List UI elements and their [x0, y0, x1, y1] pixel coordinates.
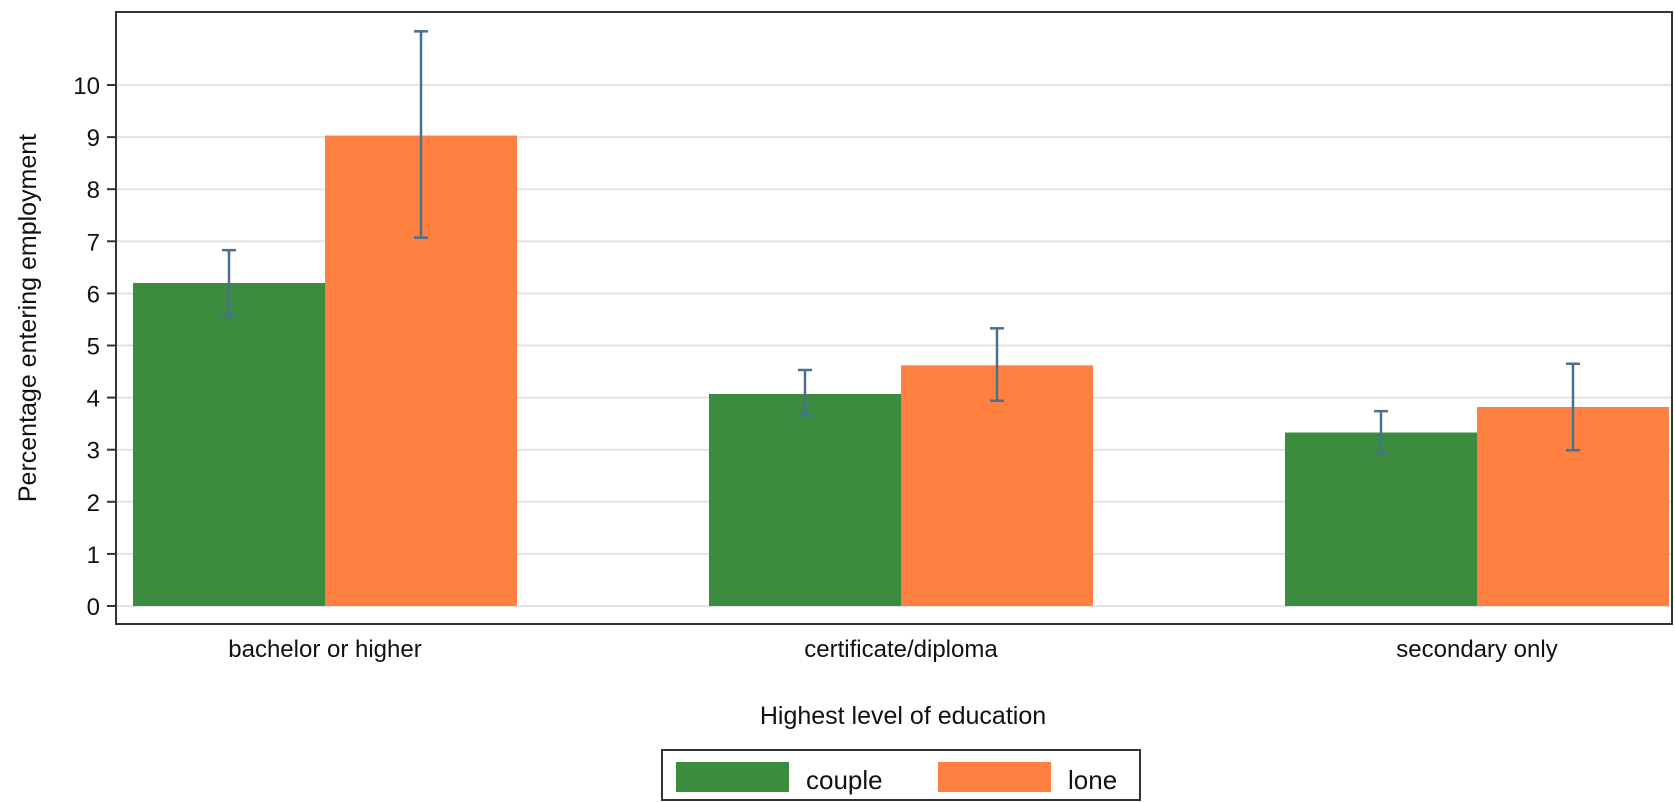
error-bar-lone-0 — [414, 30, 428, 239]
x-tick-label: bachelor or higher — [228, 636, 421, 663]
bar-couple-2 — [1285, 432, 1477, 606]
error-bars — [222, 30, 1580, 456]
legend: couple lone — [661, 749, 1141, 801]
error-bar-lone-2 — [1566, 362, 1580, 452]
y-tick-label: 8 — [87, 177, 100, 204]
bar-lone-1 — [901, 365, 1093, 606]
y-axis-title: Percentage entering employment — [14, 134, 42, 502]
bar-couple-0 — [133, 282, 325, 606]
y-tick-label: 9 — [87, 125, 100, 152]
y-tick-label: 6 — [87, 281, 100, 308]
bars — [133, 135, 1669, 607]
y-tick-label: 3 — [87, 438, 100, 465]
y-tick-label: 10 — [73, 73, 100, 100]
x-tick-label: secondary only — [1396, 636, 1557, 663]
legend-label-lone: lone — [1068, 765, 1117, 795]
error-bar-couple-2 — [1374, 409, 1388, 456]
legend-swatch-lone — [938, 762, 1051, 792]
y-tick-label: 0 — [87, 594, 100, 621]
error-bar-lone-1 — [990, 327, 1004, 402]
y-tick-label: 5 — [87, 334, 100, 361]
y-tick-label: 4 — [87, 386, 100, 413]
plot-frame — [115, 11, 1673, 625]
error-bar-couple-0 — [222, 248, 236, 318]
x-axis: bachelor or higher certificate/diploma sec… — [228, 636, 1557, 663]
error-bar-couple-1 — [798, 368, 812, 417]
legend-label-couple: couple — [806, 765, 883, 795]
y-tick-label: 2 — [87, 490, 100, 517]
y-tick-label: 1 — [87, 542, 100, 569]
x-tick-label: certificate/diploma — [804, 636, 998, 663]
bar-couple-1 — [709, 393, 901, 606]
y-tick-label: 7 — [87, 229, 100, 256]
x-axis-title: Highest level of education — [760, 702, 1046, 730]
legend-swatch-couple — [676, 762, 789, 792]
y-axis: 0 1 2 3 4 5 6 7 8 9 10 — [73, 73, 116, 621]
